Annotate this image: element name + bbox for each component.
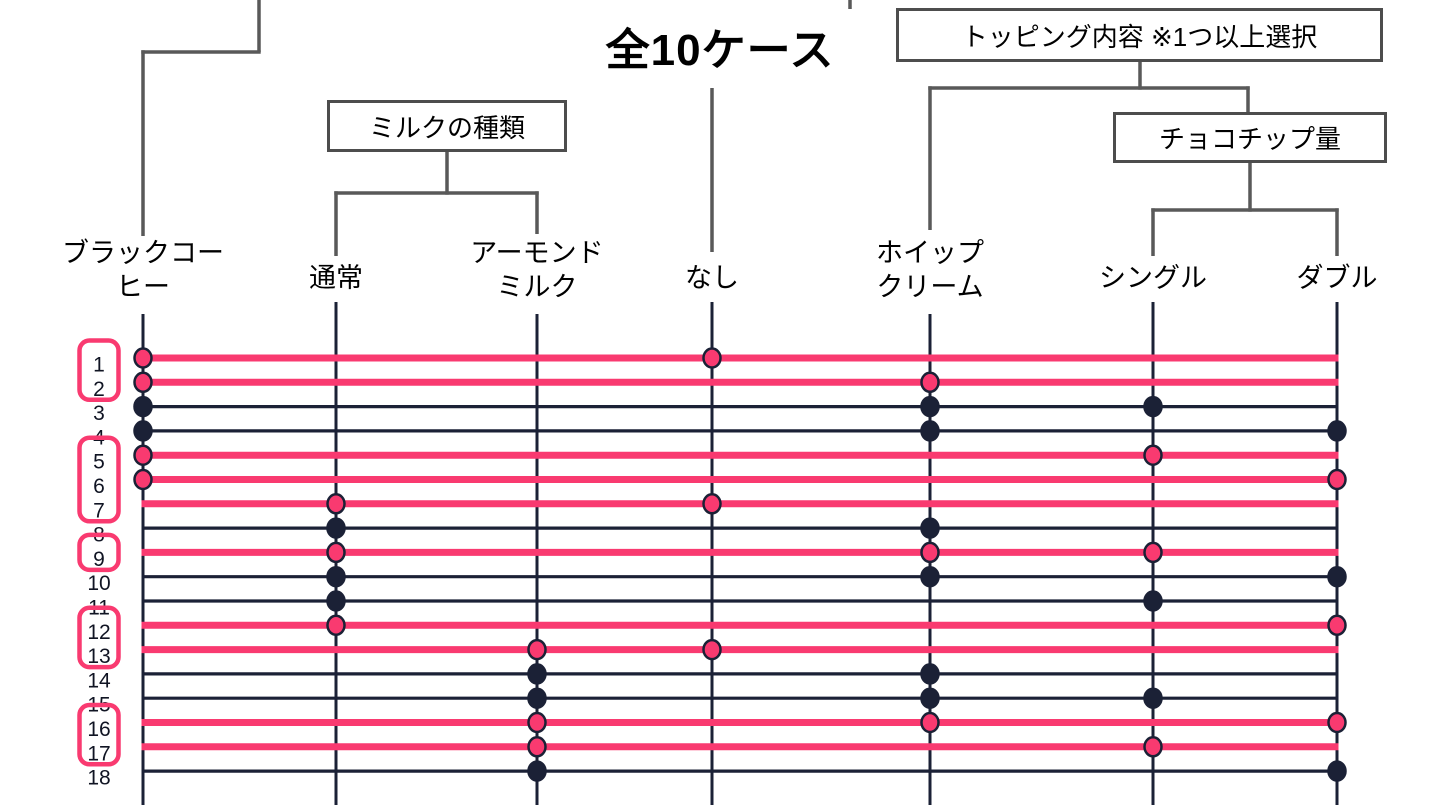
case-number-14: 14 [87,669,111,692]
case-number-5: 5 [93,451,105,474]
group-box-topping-label: トッピング内容 ※1つ以上選択 [961,21,1318,52]
column-label-black-coffee: ブラックコー ヒー [62,238,224,302]
case-dot-11-single [1143,590,1163,612]
case-dot-12-double [1327,614,1347,637]
case-dot-3-black-coffee [133,395,153,418]
case-dot-6-black-coffee [133,468,153,491]
case-dot-15-whipped-cream [920,687,940,709]
case-number-2: 2 [93,378,105,401]
case-dot-8-normal [326,517,346,539]
case-dot-6-double [1327,468,1347,491]
highlight-box-cases-5-6-7 [77,435,121,524]
case-dot-16-almond-milk [527,711,547,734]
case-dot-1-none [702,347,722,369]
group-box-choco-chip-label: チョコチップ量 [1158,124,1341,154]
case-dot-10-normal [326,565,346,588]
case-number-1: 1 [93,354,105,377]
case-dot-16-double [1327,711,1347,734]
case-dot-10-whipped-cream [920,565,940,588]
case-number-18: 18 [87,767,110,790]
case-dot-18-almond-milk [527,760,547,782]
case-dot-9-single [1143,541,1163,564]
case-number-12: 12 [87,621,110,644]
group-box-milk-type-label: ミルクの種類 [368,112,525,143]
case-dot-5-black-coffee [133,444,153,466]
case-number-17: 17 [87,742,110,765]
group-box-topping: トッピング内容 ※1つ以上選択 [896,8,1383,62]
case-dot-5-single [1143,444,1163,466]
case-number-10: 10 [87,572,110,595]
page-title: 全10ケース [605,26,835,75]
case-dot-9-whipped-cream [920,541,940,564]
case-dot-15-single [1143,687,1163,709]
case-dot-3-whipped-cream [920,395,940,418]
case-dot-9-normal [326,541,346,564]
case-dot-17-single [1143,736,1163,758]
case-dot-14-almond-milk [527,663,547,685]
case-dot-4-whipped-cream [920,420,940,442]
case-dot-4-double [1327,420,1347,442]
case-dot-12-normal [326,614,346,637]
highlight-box-cases-16-17 [77,702,121,767]
case-number-16: 16 [87,718,110,741]
column-label-double: ダブル [1296,263,1378,293]
group-box-choco-chip: チョコチップ量 [1113,112,1387,163]
case-dot-18-double [1327,760,1347,782]
case-dot-14-whipped-cream [920,663,940,685]
case-dot-8-whipped-cream [920,517,940,539]
case-dot-2-black-coffee [133,371,153,394]
case-number-6: 6 [93,475,105,498]
case-number-7: 7 [93,499,105,522]
case-number-9: 9 [93,548,105,571]
case-dot-13-almond-milk [527,638,547,661]
case-dot-3-single [1143,395,1163,418]
case-number-13: 13 [87,645,110,668]
column-label-single: シングル [1099,263,1207,293]
case-dot-1-black-coffee [133,347,153,369]
case-dot-7-normal [326,493,346,515]
column-label-almond-milk: アーモンド ミルク [470,238,604,302]
case-dot-10-double [1327,565,1347,588]
case-dot-2-whipped-cream [920,371,940,394]
case-dot-4-black-coffee [133,420,153,442]
case-dot-7-none [702,493,722,515]
case-dot-15-almond-milk [527,687,547,709]
column-label-normal: 通常 [309,263,363,293]
case-dot-13-none [702,638,722,661]
case-number-3: 3 [93,402,105,425]
column-label-none: なし [685,263,739,293]
highlight-box-cases-9 [77,532,121,573]
case-dot-16-whipped-cream [920,711,940,734]
column-label-whipped-cream: ホイップ クリーム [876,238,984,302]
case-dot-11-normal [326,590,346,612]
case-dot-17-almond-milk [527,736,547,758]
highlight-box-cases-1-2 [77,338,121,403]
highlight-box-cases-12-13 [77,605,121,670]
group-box-milk-type: ミルクの種類 [327,100,567,152]
